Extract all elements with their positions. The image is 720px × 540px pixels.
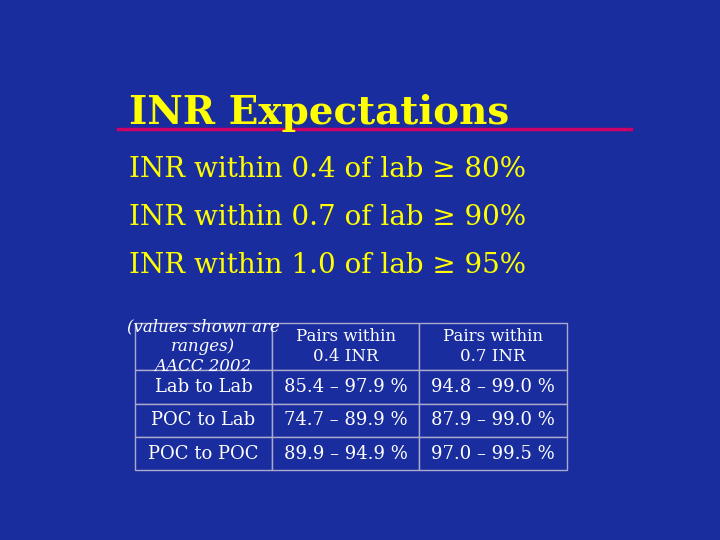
Bar [420, 404, 567, 437]
Bar [135, 370, 272, 404]
Text: 97.0 – 99.5 %: 97.0 – 99.5 % [431, 444, 555, 463]
Text: 85.4 – 97.9 %: 85.4 – 97.9 % [284, 378, 408, 396]
Text: INR within 0.4 of lab ≥ 80%: INR within 0.4 of lab ≥ 80% [129, 156, 526, 183]
Text: POC to POC: POC to POC [148, 444, 258, 463]
Text: INR within 1.0 of lab ≥ 95%: INR within 1.0 of lab ≥ 95% [129, 252, 526, 279]
Bar [420, 322, 567, 370]
Bar [272, 437, 420, 470]
Text: 74.7 – 89.9 %: 74.7 – 89.9 % [284, 411, 408, 429]
Text: (values shown are
ranges)
AACC 2002: (values shown are ranges) AACC 2002 [127, 319, 280, 375]
Bar [135, 437, 272, 470]
Text: INR Expectations: INR Expectations [129, 94, 509, 132]
Text: POC to Lab: POC to Lab [151, 411, 256, 429]
Text: 87.9 – 99.0 %: 87.9 – 99.0 % [431, 411, 555, 429]
Bar [135, 322, 272, 370]
Text: 89.9 – 94.9 %: 89.9 – 94.9 % [284, 444, 408, 463]
Bar [272, 370, 420, 404]
Text: Pairs within
0.4 INR: Pairs within 0.4 INR [296, 328, 396, 365]
Bar [135, 404, 272, 437]
Text: 94.8 – 99.0 %: 94.8 – 99.0 % [431, 378, 555, 396]
Bar [272, 322, 420, 370]
Bar [420, 370, 567, 404]
Text: Pairs within
0.7 INR: Pairs within 0.7 INR [443, 328, 543, 365]
Text: Lab to Lab: Lab to Lab [155, 378, 252, 396]
Text: INR within 0.7 of lab ≥ 90%: INR within 0.7 of lab ≥ 90% [129, 204, 526, 231]
Bar [272, 404, 420, 437]
Bar [420, 437, 567, 470]
